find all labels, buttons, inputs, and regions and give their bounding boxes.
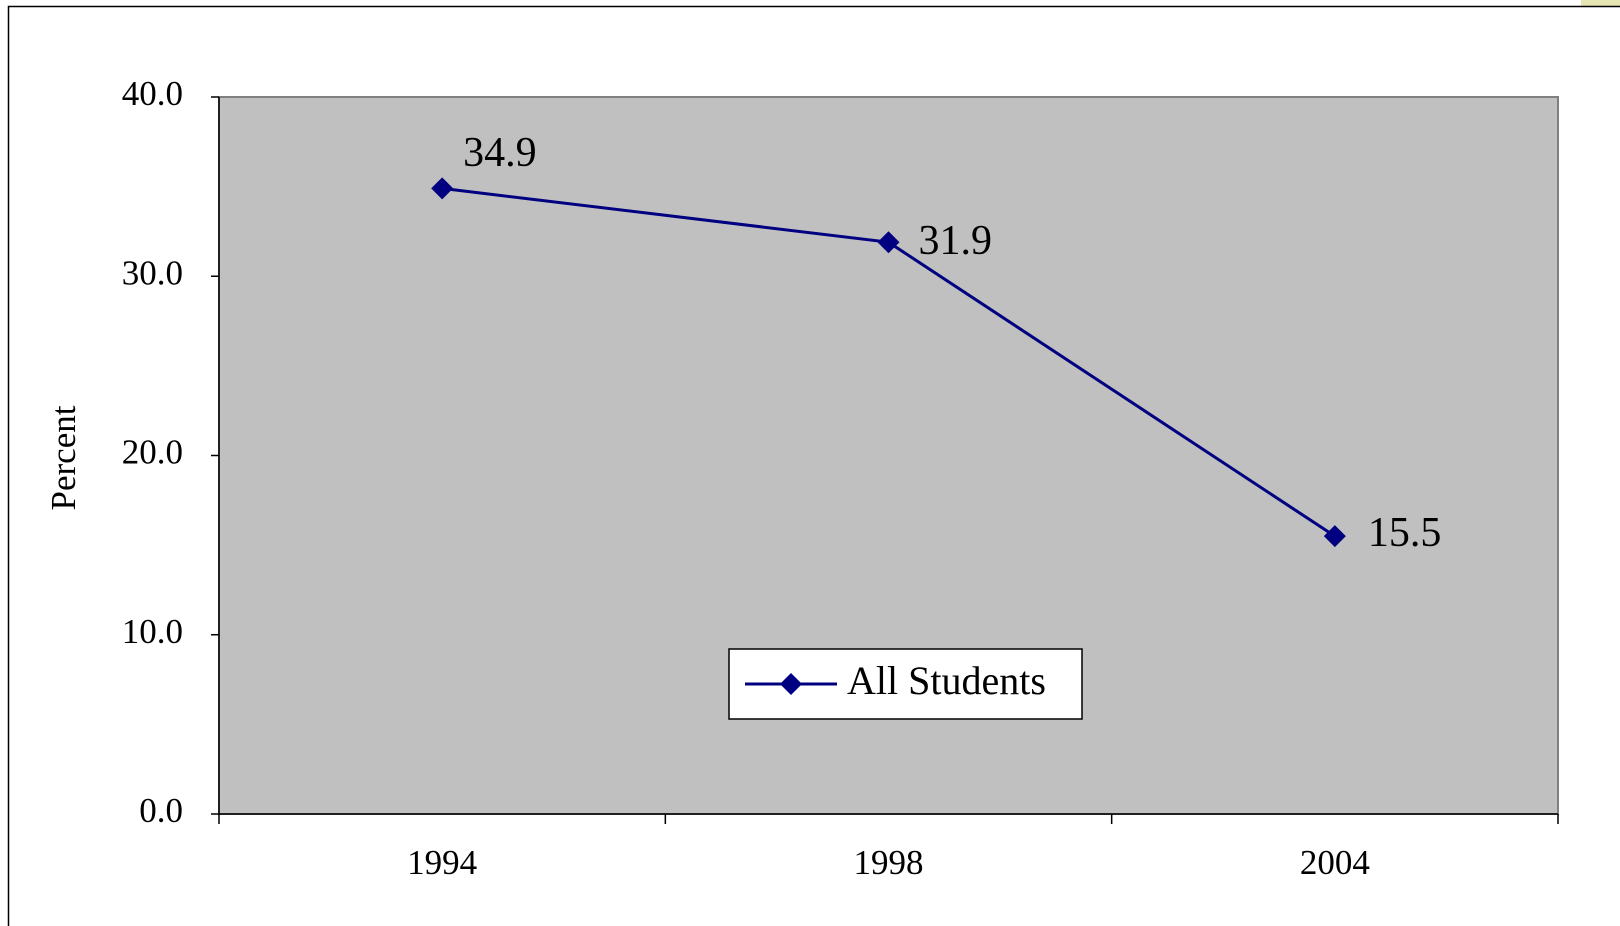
y-tick-label: 20.0 [122, 433, 183, 472]
x-tick-label: 2004 [1300, 843, 1370, 882]
y-tick-label: 40.0 [122, 74, 183, 113]
x-tick-label: 1998 [854, 843, 924, 882]
data-point [877, 231, 900, 254]
data-label: 31.9 [919, 218, 993, 264]
data-point [431, 177, 454, 200]
data-point [1323, 525, 1346, 548]
y-axis-label: Percent [44, 405, 83, 510]
x-tick-label: 1994 [407, 843, 477, 882]
corner-patch [1581, 0, 1620, 6]
y-tick-label: 10.0 [122, 612, 183, 651]
data-label: 34.9 [463, 130, 536, 176]
y-tick-label: 30.0 [122, 253, 183, 292]
legend-marker [780, 673, 802, 695]
data-label: 15.5 [1368, 510, 1442, 556]
y-tick-label: 0.0 [139, 791, 183, 830]
legend-label: All Students [847, 658, 1046, 703]
